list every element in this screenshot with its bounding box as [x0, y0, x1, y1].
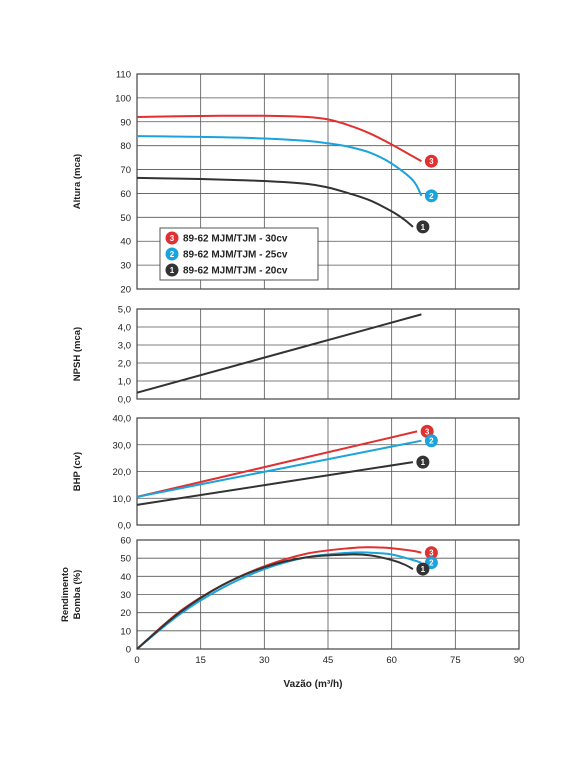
- series-badge-1-circle: [416, 562, 430, 576]
- y-tick-label: 5,0: [118, 305, 131, 316]
- y-tick-label: 0,0: [118, 395, 131, 406]
- series-badge-1-circle: [416, 455, 430, 469]
- y-tick-label: 80: [120, 141, 131, 152]
- y-tick-label: 30: [120, 590, 131, 601]
- y-tick-label: 50: [120, 213, 131, 224]
- panel-3: 0 15 30 45 60 75 90 0 10 20 30 40 50 60 Rendimento Bomb…: [60, 536, 524, 667]
- y-tick-label: 40: [120, 572, 131, 583]
- y-axis-label: BHP (cv): [72, 452, 83, 491]
- x-tick-label: 45: [323, 655, 334, 666]
- legend-badge-3-circle: [165, 231, 179, 245]
- legend-label: 89-62 MJM/TJM - 20cv: [183, 266, 288, 277]
- y-tick-label: 90: [120, 117, 131, 128]
- series-line-npsh: [136, 313, 422, 394]
- plot-frame: [136, 539, 520, 650]
- y-tick-label: 2,0: [118, 359, 131, 370]
- series-line-3: [136, 114, 422, 163]
- series-badge-2-circle: [424, 189, 438, 203]
- y-axis-label: Bomba (%): [72, 570, 83, 620]
- y-tick-label: 100: [115, 93, 131, 104]
- series-badge-2-circle: [424, 434, 438, 448]
- y-axis-label: NPSH (mca): [72, 327, 83, 381]
- x-tick-label: 30: [259, 655, 270, 666]
- x-tick-label: 90: [514, 655, 525, 666]
- series-badge-3-circle: [424, 546, 438, 560]
- y-tick-label: 10,0: [113, 494, 132, 505]
- y-axis-label: Rendimento: [60, 567, 71, 622]
- series-line-1: [136, 461, 414, 506]
- y-tick-label: 4,0: [118, 323, 131, 334]
- legend-label: 89-62 MJM/TJM - 25cv: [183, 250, 288, 261]
- legend-badge-2-circle: [165, 247, 179, 261]
- legend-label: 89-62 MJM/TJM - 30cv: [183, 234, 288, 245]
- series-badge-1-number: 1: [421, 223, 426, 232]
- panel-2: 0,0 10,0 20,0 30,0 40,0 BHP (cv) 32 1: [72, 414, 520, 532]
- y-tick-label: 50: [120, 554, 131, 565]
- y-axis-label: Altura (mca): [72, 154, 83, 209]
- series-badge-3-circle: [424, 154, 438, 168]
- series-line-2: [136, 439, 422, 498]
- series-badge-3-number: 3: [425, 427, 430, 436]
- y-tick-label: 20: [120, 285, 131, 296]
- x-axis-label: Vazão (m³/h): [284, 679, 343, 690]
- y-tick-label: 1,0: [118, 377, 131, 388]
- x-tick-label: 75: [450, 655, 461, 666]
- legend-badge-1-circle: [165, 263, 179, 277]
- x-tick-label: 15: [195, 655, 206, 666]
- series-badge-2-number: 2: [429, 437, 434, 446]
- y-tick-label: 30: [120, 261, 131, 272]
- series-line-2: [136, 135, 423, 197]
- legend-badge-2-number: 2: [170, 250, 175, 259]
- series-badge-2-number: 2: [429, 192, 434, 201]
- x-tick-label: 60: [386, 655, 397, 666]
- series-badge-3-number: 3: [429, 157, 434, 166]
- y-tick-label: 0,0: [118, 521, 131, 532]
- y-tick-label: 3,0: [118, 341, 131, 352]
- y-tick-label: 20: [120, 608, 131, 619]
- y-tick-label: 60: [120, 536, 131, 547]
- y-tick-label: 0: [126, 645, 131, 656]
- series-line-1: [136, 176, 414, 228]
- panel-1: 0,0 1,0 2,0 3,0 4,0 5,0 NPSH (mca): [72, 305, 520, 406]
- legend-box: [159, 227, 319, 281]
- y-tick-label: 40,0: [113, 414, 132, 425]
- series-badge-2-number: 2: [429, 559, 434, 568]
- y-tick-label: 10: [120, 626, 131, 637]
- y-tick-label: 70: [120, 165, 131, 176]
- chart-legend: 3 89-62 MJM/TJM - 30cv 2 89-62 MJM/TJM - 25…: [159, 227, 319, 281]
- series-line-1: [136, 553, 414, 650]
- y-tick-label: 30,0: [113, 440, 132, 451]
- series-badge-1-number: 1: [421, 565, 426, 574]
- plot-frame: [136, 417, 520, 526]
- x-tick-label: 0: [134, 655, 139, 666]
- y-tick-label: 110: [116, 70, 131, 81]
- y-tick-label: 40: [120, 237, 131, 248]
- plot-frame: [136, 73, 520, 290]
- y-tick-label: 20,0: [113, 467, 132, 478]
- series-badge-3-number: 3: [429, 549, 434, 558]
- plot-frame: [136, 308, 520, 400]
- series-badge-1-number: 1: [421, 458, 426, 467]
- series-badge-1-circle: [416, 220, 430, 234]
- legend-badge-1-number: 1: [170, 266, 175, 275]
- y-tick-label: 60: [120, 189, 131, 200]
- legend-badge-3-number: 3: [170, 234, 175, 243]
